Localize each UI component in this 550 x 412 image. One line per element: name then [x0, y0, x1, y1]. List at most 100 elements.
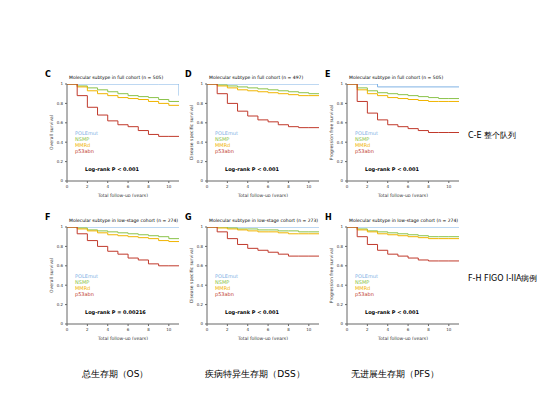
svg-text:Total follow-up (years): Total follow-up (years): [237, 193, 288, 197]
svg-text:0.8: 0.8: [337, 101, 344, 106]
svg-text:0.8: 0.8: [197, 244, 204, 249]
svg-text:4: 4: [386, 327, 389, 332]
svg-text:Total follow-up (years): Total follow-up (years): [377, 336, 428, 340]
svg-text:0.8: 0.8: [337, 244, 344, 249]
svg-text:2: 2: [366, 327, 369, 332]
svg-text:1: 1: [60, 81, 63, 86]
svg-text:0.6: 0.6: [337, 120, 344, 125]
svg-text:6: 6: [407, 184, 410, 189]
svg-text:0: 0: [340, 178, 343, 183]
html-text:总生存期（OS）: 总生存期（OS）: [81, 369, 149, 379]
svg-text:2: 2: [86, 184, 89, 189]
svg-text:10: 10: [446, 327, 452, 332]
svg-text:Overall survival: Overall survival: [49, 115, 54, 150]
html-text:C-E 整个队列: C-E 整个队列: [468, 131, 517, 140]
svg-text:0: 0: [346, 184, 349, 189]
html-text:C: C: [45, 70, 51, 79]
svg-text:0.6: 0.6: [57, 263, 64, 268]
svg-text:0: 0: [206, 327, 209, 332]
svg-text:0.6: 0.6: [337, 263, 344, 268]
html-text:Log-rank P < 0.001: Log-rank P < 0.001: [85, 166, 139, 172]
html-text:疾病特异生存期（DSS）: 疾病特异生存期（DSS）: [205, 369, 305, 379]
svg-text:Total follow-up (years): Total follow-up (years): [97, 193, 148, 197]
svg-text:0.4: 0.4: [57, 140, 64, 145]
svg-text:10: 10: [306, 327, 312, 332]
html-text:无进展生存期（PFS）: 无进展生存期（PFS）: [350, 369, 440, 379]
svg-text:0.6: 0.6: [57, 120, 64, 125]
svg-text:10: 10: [166, 327, 172, 332]
svg-text:0.2: 0.2: [197, 159, 204, 164]
svg-text:4: 4: [106, 184, 109, 189]
svg-text:0.4: 0.4: [197, 140, 204, 145]
svg-text:0: 0: [206, 184, 209, 189]
html-text:F-H FIGO I-IIA病例: F-H FIGO I-IIA病例: [468, 274, 538, 283]
svg-text:Disease specific survival: Disease specific survival: [189, 248, 194, 303]
svg-text:6: 6: [127, 327, 130, 332]
svg-text:0.6: 0.6: [197, 120, 204, 125]
svg-text:Overall survival: Overall survival: [49, 258, 54, 293]
svg-text:1: 1: [200, 81, 203, 86]
svg-text:4: 4: [386, 184, 389, 189]
svg-text:2: 2: [366, 184, 369, 189]
svg-text:6: 6: [267, 327, 270, 332]
svg-text:0.2: 0.2: [337, 302, 344, 307]
svg-text:0.8: 0.8: [57, 101, 64, 106]
svg-text:1: 1: [60, 224, 63, 229]
html-text:NSMP: NSMP: [215, 136, 230, 142]
svg-text:8: 8: [287, 184, 290, 189]
svg-text:Disease specific survival: Disease specific survival: [189, 105, 194, 160]
svg-text:0: 0: [200, 178, 203, 183]
svg-text:0.4: 0.4: [57, 283, 64, 288]
svg-text:0.2: 0.2: [197, 302, 204, 307]
svg-text:0.4: 0.4: [197, 283, 204, 288]
svg-text:1: 1: [200, 224, 203, 229]
html-text:MMRd: MMRd: [75, 142, 91, 148]
svg-text:0: 0: [340, 321, 343, 326]
svg-text:0.2: 0.2: [337, 159, 344, 164]
svg-text:10: 10: [166, 184, 172, 189]
html-text:G: G: [185, 213, 192, 222]
svg-text:1: 1: [340, 81, 343, 86]
svg-text:1: 1: [340, 224, 343, 229]
svg-text:0: 0: [60, 178, 63, 183]
html-text:p53abn: p53abn: [75, 148, 94, 154]
svg-text:Progression free survival: Progression free survival: [329, 105, 334, 160]
svg-text:0.4: 0.4: [337, 283, 344, 288]
svg-text:10: 10: [306, 184, 312, 189]
svg-text:0.2: 0.2: [57, 159, 64, 164]
svg-text:0.6: 0.6: [197, 263, 204, 268]
svg-text:8: 8: [287, 327, 290, 332]
svg-text:0: 0: [200, 321, 203, 326]
svg-text:Total follow-up (years): Total follow-up (years): [237, 336, 288, 340]
svg-text:0.8: 0.8: [57, 244, 64, 249]
svg-text:0: 0: [346, 327, 349, 332]
svg-text:8: 8: [427, 327, 430, 332]
svg-text:4: 4: [246, 327, 249, 332]
svg-text:8: 8: [147, 184, 150, 189]
svg-text:0: 0: [66, 327, 69, 332]
html-text:POLEmut: POLEmut: [215, 130, 238, 136]
svg-text:0: 0: [60, 321, 63, 326]
svg-text:0.4: 0.4: [337, 140, 344, 145]
svg-text:8: 8: [147, 327, 150, 332]
svg-text:0: 0: [66, 184, 69, 189]
svg-text:4: 4: [246, 184, 249, 189]
svg-text:6: 6: [407, 327, 410, 332]
html-text:POLEmut: POLEmut: [75, 130, 98, 136]
svg-text:Total follow-up (years): Total follow-up (years): [97, 336, 148, 340]
svg-text:2: 2: [226, 184, 229, 189]
svg-text:6: 6: [267, 184, 270, 189]
svg-text:4: 4: [106, 327, 109, 332]
svg-text:Progression free survival: Progression free survival: [329, 248, 334, 303]
svg-text:8: 8: [427, 184, 430, 189]
html-text:NSMP: NSMP: [75, 136, 90, 142]
svg-text:0.8: 0.8: [197, 101, 204, 106]
svg-text:10: 10: [446, 184, 452, 189]
svg-text:0.2: 0.2: [57, 302, 64, 307]
html-text:D: D: [185, 70, 192, 79]
svg-text:2: 2: [86, 327, 89, 332]
svg-text:2: 2: [226, 327, 229, 332]
svg-text:Total follow-up (years): Total follow-up (years): [377, 193, 428, 197]
html-text:H: H: [325, 213, 332, 222]
svg-text:6: 6: [127, 184, 130, 189]
